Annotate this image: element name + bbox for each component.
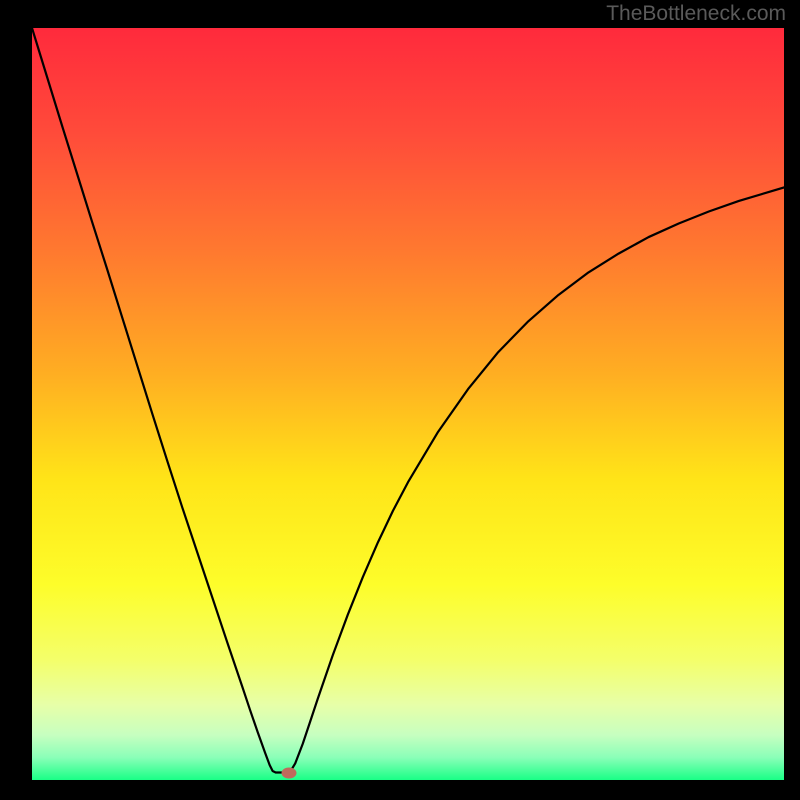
watermark-text: TheBottleneck.com xyxy=(606,2,786,26)
optimum-marker xyxy=(282,768,297,779)
bottleneck-curve xyxy=(32,28,784,780)
plot-area xyxy=(32,28,784,780)
curve-path xyxy=(32,28,784,772)
